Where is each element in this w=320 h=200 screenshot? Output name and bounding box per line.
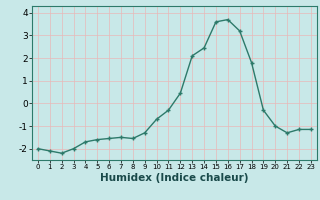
- X-axis label: Humidex (Indice chaleur): Humidex (Indice chaleur): [100, 173, 249, 183]
